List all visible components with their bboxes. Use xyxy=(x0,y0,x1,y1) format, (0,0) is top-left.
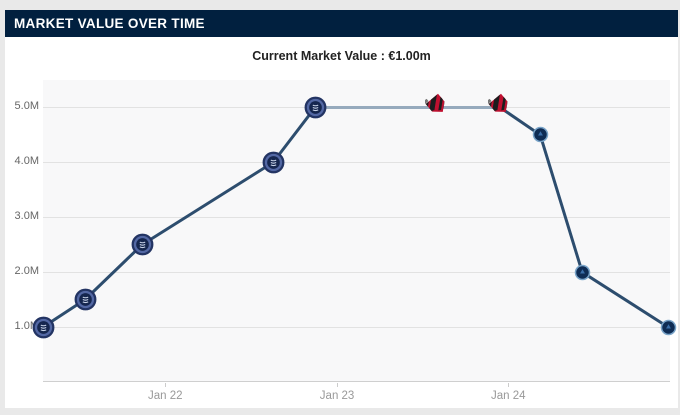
market-value-chart: 5.0M 4.0M 3.0M 2.0M 1.0M xyxy=(5,70,678,408)
box-header: MARKET VALUE OVER TIME xyxy=(5,10,678,37)
x-tick xyxy=(508,383,510,387)
line-segment xyxy=(580,270,670,329)
club-badge-red-shield[interactable] xyxy=(488,92,512,116)
line-segment xyxy=(538,133,584,274)
line-segment xyxy=(83,243,144,302)
gridline xyxy=(43,162,670,164)
line-segment xyxy=(140,160,275,247)
x-tick xyxy=(165,383,167,387)
x-axis-label: Jan 22 xyxy=(147,390,183,402)
gridline xyxy=(43,327,670,329)
y-axis-label: 3.0M xyxy=(14,210,39,223)
club-badge-red-shield[interactable] xyxy=(424,92,449,116)
x-axis-label: Jan 24 xyxy=(490,390,526,402)
x-axis: Jan 22 Jan 23 Jan 24 xyxy=(43,383,670,408)
club-badge-blue-round[interactable] xyxy=(131,233,154,256)
y-axis: 5.0M 4.0M 3.0M 2.0M 1.0M xyxy=(5,80,39,382)
y-axis-label: 4.0M xyxy=(14,155,39,168)
x-tick xyxy=(337,383,339,387)
club-badge-navy-circle[interactable] xyxy=(532,126,549,143)
x-axis-label: Jan 23 xyxy=(319,390,355,402)
gridline xyxy=(43,272,670,274)
page-title: MARKET VALUE OVER TIME xyxy=(14,16,205,31)
y-axis-label: 5.0M xyxy=(14,100,39,113)
market-value-card: MARKET VALUE OVER TIME Current Market Va… xyxy=(5,10,678,408)
club-badge-blue-round[interactable] xyxy=(32,316,55,339)
club-badge-navy-circle[interactable] xyxy=(660,319,677,336)
club-badge-blue-round[interactable] xyxy=(74,288,97,311)
gridline xyxy=(43,217,670,219)
line-segment xyxy=(271,105,317,164)
market-value-line xyxy=(41,105,670,329)
club-badge-navy-circle[interactable] xyxy=(574,264,591,281)
club-badge-blue-round[interactable] xyxy=(262,151,285,174)
current-market-value-label: Current Market Value : €1.00m xyxy=(252,49,431,63)
line-segment xyxy=(498,105,542,137)
y-axis-label: 2.0M xyxy=(14,265,39,278)
plot-area xyxy=(32,80,676,382)
club-badge-blue-round[interactable] xyxy=(304,96,327,119)
